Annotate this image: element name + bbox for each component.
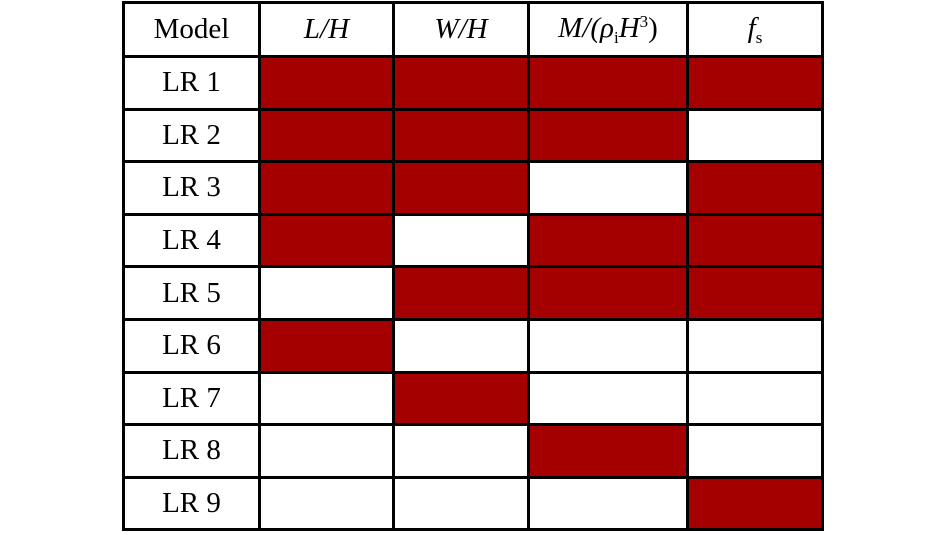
header-text: Model: [153, 13, 230, 45]
flag-cell: [686, 160, 824, 216]
flag-cell: [392, 265, 530, 321]
table-body: LR 1 LR 2 LR 3 LR 4 LR 5 LR 6 LR 7 LR 8 LR 9: [122, 55, 824, 532]
flag-cell: [258, 212, 395, 269]
header-row: Model L/H W/H M/(ρiH3) fs: [122, 1, 824, 58]
row-label: LR 9: [122, 475, 261, 532]
flag-cell: [527, 160, 689, 216]
row-label: LR 2: [122, 107, 261, 164]
flag-cell: [392, 423, 530, 479]
row: LR 5: [122, 265, 824, 321]
header-cell: Model: [122, 1, 261, 58]
header-cell: L/H: [258, 1, 395, 58]
header-sub: i: [613, 27, 619, 47]
row: LR 1: [122, 55, 824, 111]
row: LR 3: [122, 160, 824, 216]
row-label: LR 1: [122, 55, 261, 111]
flag-cell: [258, 55, 395, 111]
flag-cell: [258, 107, 395, 164]
row: LR 8: [122, 423, 824, 479]
header-cell: M/(ρiH3): [527, 1, 689, 58]
flag-cell: [392, 212, 530, 269]
row: LR 4: [122, 212, 824, 269]
flag-cell: [392, 55, 530, 111]
flag-cell: [258, 475, 395, 532]
header-sub: s: [755, 27, 763, 47]
row-label: LR 5: [122, 265, 261, 321]
flag-cell: [686, 423, 824, 479]
row-label: LR 3: [122, 160, 261, 216]
header-text: L/H: [303, 13, 350, 45]
flag-cell: [258, 160, 395, 216]
flag-cell: [258, 265, 395, 321]
row: LR 2: [122, 107, 824, 164]
flag-cell: [686, 212, 824, 269]
flag-cell: [686, 107, 824, 164]
flag-cell: [527, 475, 689, 532]
flag-cell: [686, 55, 824, 111]
row-label: LR 4: [122, 212, 261, 269]
flag-cell: [392, 107, 530, 164]
flag-cell: [258, 317, 395, 374]
flag-cell: [392, 160, 530, 216]
row: LR 9: [122, 475, 824, 532]
flag-cell: [527, 212, 689, 269]
header-text: M/(ρ: [558, 11, 614, 44]
flag-cell: [527, 370, 689, 427]
flag-cell: [686, 370, 824, 427]
flag-cell: [686, 475, 824, 532]
header-text: ): [648, 11, 658, 44]
header-text: H: [618, 11, 640, 44]
flag-cell: [392, 317, 530, 374]
header-cell: W/H: [392, 1, 530, 58]
header-cell: fs: [686, 1, 824, 58]
flag-cell: [527, 265, 689, 321]
header-text: f: [747, 11, 756, 44]
table-wrap: Model L/H W/H M/(ρiH3) fs LR 1 LR 2 LR 3 LR…: [122, 1, 824, 532]
row-label: LR 7: [122, 370, 261, 427]
header-text: W/H: [434, 13, 488, 45]
flag-cell: [686, 317, 824, 374]
model-table: Model L/H W/H M/(ρiH3) fs LR 1 LR 2 LR 3 LR…: [122, 1, 824, 532]
header-sup: 3: [639, 11, 649, 31]
flag-cell: [527, 55, 689, 111]
flag-cell: [527, 107, 689, 164]
row-label: LR 6: [122, 317, 261, 374]
row-label: LR 8: [122, 423, 261, 479]
flag-cell: [258, 370, 395, 427]
flag-cell: [527, 423, 689, 479]
row: LR 6: [122, 317, 824, 374]
flag-cell: [527, 317, 689, 374]
flag-cell: [686, 265, 824, 321]
flag-cell: [258, 423, 395, 479]
flag-cell: [392, 370, 530, 427]
flag-cell: [392, 475, 530, 532]
row: LR 7: [122, 370, 824, 427]
